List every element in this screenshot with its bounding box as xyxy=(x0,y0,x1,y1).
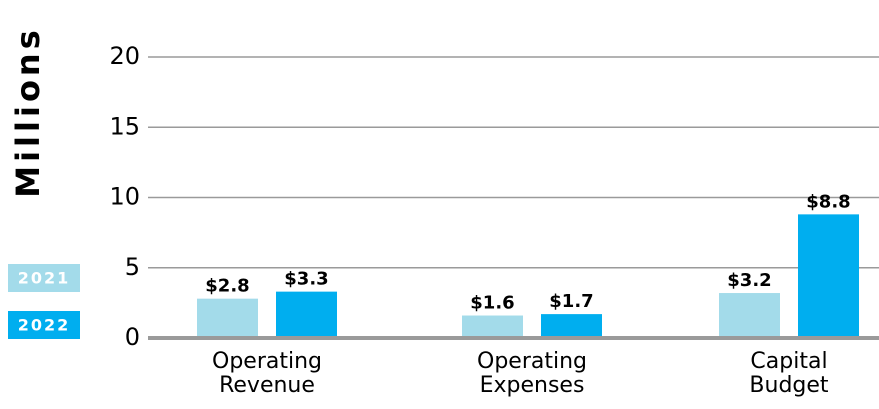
data-label: $1.6 xyxy=(470,293,514,314)
legend-label: 2022 xyxy=(18,316,71,335)
bar xyxy=(462,315,523,338)
y-tick-label: 15 xyxy=(109,112,140,140)
bar xyxy=(719,293,780,338)
y-tick-label: 5 xyxy=(125,253,140,281)
x-tick-label: Operating Revenue xyxy=(212,349,322,398)
y-tick-label: 10 xyxy=(109,183,140,211)
legend-swatch xyxy=(8,311,80,339)
bar xyxy=(798,214,859,338)
x-tick-label: Capital Budget xyxy=(749,349,829,398)
data-label: $2.8 xyxy=(205,276,249,297)
y-tick-label: 20 xyxy=(109,42,140,70)
bar xyxy=(541,314,602,338)
data-label: $3.3 xyxy=(284,269,328,290)
x-tick-label: Operating Expenses xyxy=(477,349,587,398)
data-label: $3.2 xyxy=(727,270,771,291)
y-tick-label: 0 xyxy=(125,323,140,351)
bar xyxy=(276,291,337,338)
legend-label: 2021 xyxy=(18,269,71,288)
y-axis-label: Millions xyxy=(9,26,47,198)
bar xyxy=(197,298,258,338)
data-label: $1.7 xyxy=(549,291,593,312)
data-label: $8.8 xyxy=(806,191,850,212)
legend-swatch xyxy=(8,264,80,292)
